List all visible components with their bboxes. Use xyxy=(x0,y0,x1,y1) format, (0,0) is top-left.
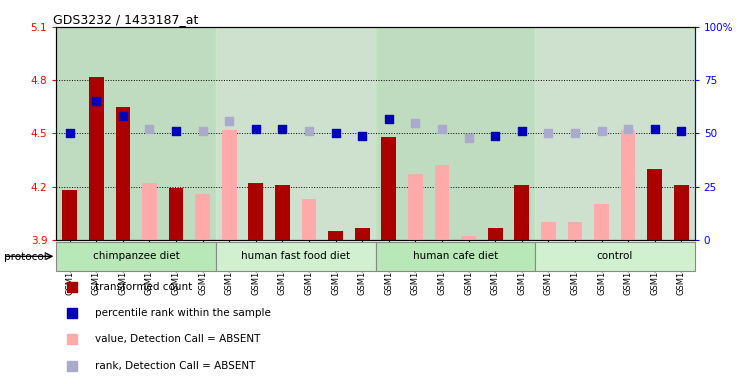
Point xyxy=(489,132,501,139)
Point xyxy=(596,128,608,134)
Bar xyxy=(535,27,695,240)
Point xyxy=(170,128,182,134)
Text: chimpanzee diet: chimpanzee diet xyxy=(92,251,179,262)
Point xyxy=(250,126,262,132)
Bar xyxy=(222,130,237,240)
Point xyxy=(569,131,581,137)
Bar xyxy=(568,222,582,240)
Point xyxy=(463,135,475,141)
Point xyxy=(276,126,288,132)
Point xyxy=(66,336,78,343)
Point xyxy=(516,128,528,134)
Text: percentile rank within the sample: percentile rank within the sample xyxy=(95,308,270,318)
Bar xyxy=(302,199,316,240)
Bar xyxy=(169,189,183,240)
Bar xyxy=(621,130,635,240)
Bar xyxy=(461,237,476,240)
Bar xyxy=(216,27,376,240)
Point xyxy=(356,132,368,139)
Bar xyxy=(541,222,556,240)
Point xyxy=(383,116,395,122)
Point xyxy=(66,363,78,369)
Point xyxy=(330,131,342,137)
Bar xyxy=(594,205,609,240)
Bar xyxy=(195,194,210,240)
Text: transformed count: transformed count xyxy=(95,281,192,291)
Bar xyxy=(408,174,423,240)
Point xyxy=(143,126,155,132)
Point xyxy=(542,131,554,137)
Point xyxy=(223,118,235,124)
Point xyxy=(197,128,209,134)
Bar xyxy=(89,76,104,240)
Bar xyxy=(647,169,662,240)
Text: human cafe diet: human cafe diet xyxy=(412,251,498,262)
Bar xyxy=(56,242,216,271)
Bar xyxy=(116,107,130,240)
Bar xyxy=(142,183,157,240)
Bar xyxy=(435,166,449,240)
Bar xyxy=(488,228,502,240)
Point xyxy=(90,98,102,104)
Bar xyxy=(376,27,535,240)
Bar xyxy=(62,190,77,240)
Text: value, Detection Call = ABSENT: value, Detection Call = ABSENT xyxy=(95,334,260,344)
Point xyxy=(66,310,78,316)
Text: control: control xyxy=(597,251,633,262)
Bar xyxy=(674,185,689,240)
Point xyxy=(64,131,76,137)
Point xyxy=(436,126,448,132)
Bar xyxy=(376,242,535,271)
Bar xyxy=(382,137,396,240)
Bar xyxy=(535,242,695,271)
Point xyxy=(66,283,78,290)
Point xyxy=(649,126,661,132)
Bar xyxy=(56,27,216,240)
Text: human fast food diet: human fast food diet xyxy=(241,251,350,262)
Text: protocol: protocol xyxy=(4,252,47,262)
Point xyxy=(409,120,421,126)
Bar xyxy=(355,228,369,240)
Bar xyxy=(249,183,263,240)
Point xyxy=(675,128,687,134)
Point xyxy=(117,113,129,119)
Bar xyxy=(514,185,529,240)
Point xyxy=(622,126,634,132)
Bar xyxy=(216,242,376,271)
Text: rank, Detection Call = ABSENT: rank, Detection Call = ABSENT xyxy=(95,361,255,371)
Bar xyxy=(275,185,290,240)
Point xyxy=(303,128,315,134)
Bar xyxy=(328,231,343,240)
Text: GDS3232 / 1433187_at: GDS3232 / 1433187_at xyxy=(53,13,198,26)
